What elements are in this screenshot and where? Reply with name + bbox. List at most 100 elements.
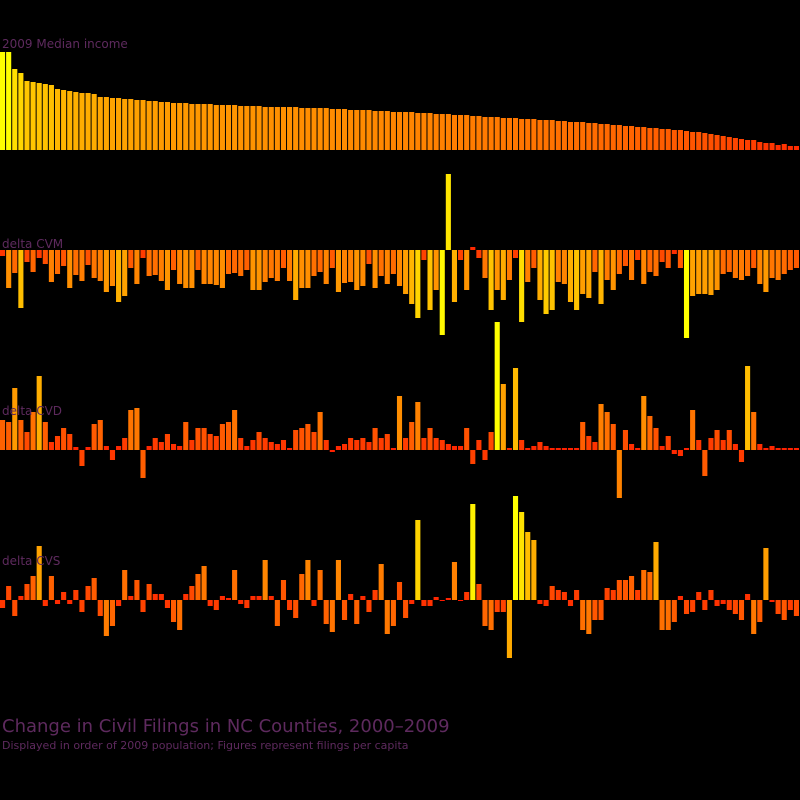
bar-delta-cvd-36 — [219, 424, 225, 450]
bar-delta-cvs-103 — [629, 576, 635, 600]
bar-delta-cvd-91 — [555, 448, 561, 450]
bar-delta-cvs-85 — [519, 512, 525, 600]
bar-delta-cvs-124 — [757, 600, 763, 622]
bar-delta-cvd-120 — [732, 444, 738, 450]
bar-delta-cvs-113 — [690, 600, 696, 612]
bar-delta-cvs-129 — [787, 600, 793, 610]
bar-delta-cvm-34 — [207, 250, 213, 284]
bar-delta-cvs-59 — [360, 596, 366, 600]
bar-delta-cvm-66 — [403, 250, 409, 294]
bar-delta-cvm-70 — [427, 250, 433, 310]
bar-delta-cvs-57 — [348, 594, 354, 600]
bar-delta-cvs-84 — [512, 496, 519, 600]
bar-delta-cvd-39 — [238, 438, 244, 450]
bar-delta-cvs-130 — [793, 600, 799, 616]
bar-delta-cvs-25 — [152, 594, 158, 600]
bar-delta-cvm-108 — [659, 250, 665, 262]
bar-delta-cvs-52 — [317, 570, 323, 600]
bar-delta-cvm-68 — [415, 250, 421, 318]
bar-median-income-26 — [158, 102, 164, 150]
bar-delta-cvd-112 — [683, 448, 690, 450]
bar-delta-cvm-5 — [30, 250, 36, 272]
bar-delta-cvd-47 — [287, 448, 293, 450]
bar-delta-cvm-89 — [543, 250, 549, 314]
bar-delta-cvm-95 — [580, 250, 586, 294]
bar-median-income-59 — [360, 110, 366, 150]
bar-delta-cvm-69 — [421, 250, 427, 260]
bar-delta-cvs-44 — [268, 596, 274, 600]
bar-delta-cvm-87 — [531, 250, 537, 268]
bar-median-income-49 — [299, 108, 305, 150]
bar-delta-cvd-100 — [610, 424, 616, 450]
bar-median-income-53 — [323, 108, 329, 150]
bar-median-income-112 — [683, 131, 690, 150]
bar-delta-cvm-44 — [268, 250, 274, 278]
bar-delta-cvm-109 — [665, 250, 671, 268]
bar-delta-cvm-73 — [445, 174, 451, 250]
bar-delta-cvm-7 — [42, 250, 48, 264]
bar-delta-cvd-70 — [427, 428, 433, 450]
bar-delta-cvs-31 — [189, 586, 195, 600]
bar-delta-cvd-56 — [341, 444, 348, 450]
bar-delta-cvd-128 — [781, 448, 787, 450]
bar-delta-cvd-130 — [793, 448, 799, 450]
bar-median-income-97 — [592, 123, 598, 150]
bar-delta-cvs-83 — [506, 600, 512, 658]
bar-delta-cvm-124 — [757, 250, 763, 284]
bar-median-income-104 — [635, 127, 641, 150]
bar-delta-cvd-27 — [164, 434, 170, 450]
bar-median-income-21 — [128, 99, 134, 150]
bar-delta-cvs-19 — [116, 600, 122, 606]
bar-delta-cvm-127 — [775, 250, 781, 280]
bar-delta-cvd-54 — [329, 450, 335, 452]
bar-delta-cvd-108 — [659, 446, 665, 450]
bar-delta-cvm-47 — [287, 250, 293, 281]
bar-delta-cvs-20 — [122, 570, 128, 600]
bar-delta-cvs-69 — [421, 600, 427, 606]
bar-delta-cvs-8 — [48, 576, 54, 600]
bar-median-income-91 — [555, 121, 561, 150]
bar-delta-cvm-120 — [732, 250, 738, 278]
bar-delta-cvd-109 — [665, 436, 671, 450]
bar-delta-cvd-34 — [207, 434, 213, 450]
bar-delta-cvs-71 — [433, 597, 439, 600]
bar-delta-cvs-97 — [592, 600, 598, 620]
bar-delta-cvs-11 — [67, 600, 73, 604]
bar-median-income-15 — [91, 94, 97, 150]
bar-delta-cvd-111 — [677, 450, 683, 456]
bar-delta-cvd-57 — [348, 438, 354, 450]
bar-delta-cvd-88 — [537, 442, 543, 450]
bar-median-income-12 — [73, 92, 79, 150]
bar-median-income-38 — [232, 105, 238, 150]
bar-delta-cvm-90 — [549, 250, 555, 310]
bar-delta-cvd-77 — [470, 450, 476, 464]
bar-delta-cvm-0 — [0, 250, 6, 256]
bar-delta-cvs-62 — [378, 564, 384, 600]
bar-delta-cvm-21 — [128, 250, 134, 268]
bar-median-income-51 — [311, 108, 317, 150]
bar-delta-cvm-116 — [708, 250, 714, 295]
bar-delta-cvm-35 — [213, 250, 219, 285]
bar-delta-cvd-28 — [170, 444, 177, 450]
bar-delta-cvm-59 — [360, 250, 366, 286]
bar-delta-cvd-110 — [671, 450, 677, 454]
bar-delta-cvs-54 — [329, 600, 335, 632]
bar-delta-cvd-61 — [372, 428, 378, 450]
bar-delta-cvm-96 — [586, 250, 592, 298]
bar-median-income-83 — [506, 118, 512, 150]
bar-delta-cvd-3 — [18, 420, 24, 450]
bar-delta-cvd-124 — [757, 444, 763, 450]
bar-median-income-81 — [494, 117, 500, 150]
bar-delta-cvs-82 — [500, 600, 506, 612]
bar-delta-cvd-43 — [262, 438, 268, 450]
bar-median-income-129 — [787, 146, 793, 150]
bar-median-income-111 — [677, 130, 683, 150]
bar-median-income-9 — [54, 89, 61, 150]
bar-delta-cvs-120 — [732, 600, 738, 614]
bar-delta-cvm-88 — [537, 250, 543, 300]
bar-median-income-35 — [213, 105, 219, 150]
bar-delta-cvd-117 — [714, 430, 720, 450]
bar-delta-cvm-43 — [262, 250, 268, 282]
bar-median-income-88 — [537, 120, 543, 150]
bar-median-income-71 — [433, 114, 439, 150]
